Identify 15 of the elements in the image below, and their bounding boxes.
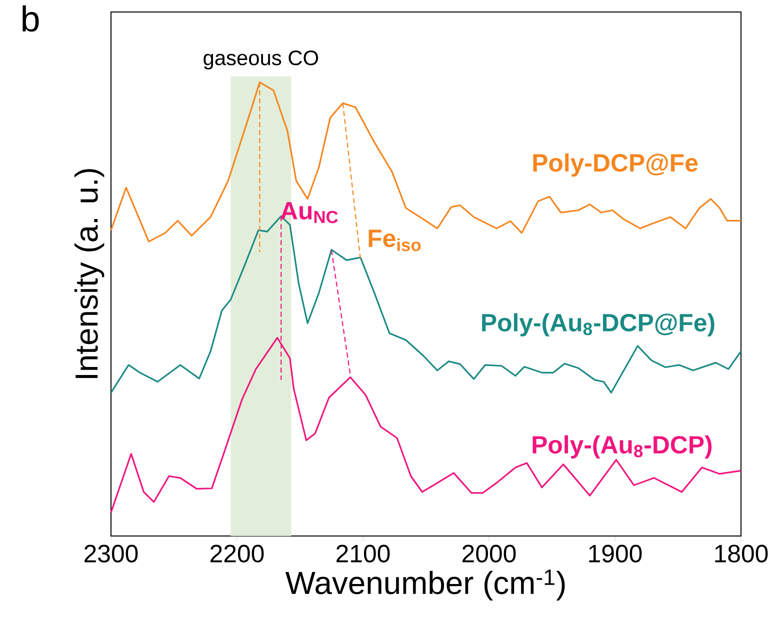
x-tick-label: 1800 bbox=[715, 544, 768, 562]
text: b bbox=[22, 5, 39, 32]
x-tick-label: 2200 bbox=[210, 544, 264, 562]
series-label: Poly-(Au$_{8}$-DCP) bbox=[532, 435, 712, 459]
x-tick-label: 2100 bbox=[336, 544, 390, 562]
x-tick-label: 2300 bbox=[84, 544, 138, 562]
x-tick-label: 2000 bbox=[462, 544, 516, 562]
series-label: Poly-DCP@Fe bbox=[533, 153, 698, 177]
band-label: gaseous CO bbox=[204, 50, 318, 70]
series-label: Poly-(Au$_{8}$-DCP@Fe) bbox=[482, 313, 714, 336]
x-tick-label: 1900 bbox=[589, 544, 642, 562]
y-axis-title: Intensity (a. u.) bbox=[74, 169, 104, 378]
annotation: Au$_{NC}$ bbox=[280, 202, 338, 224]
annotation: Fe$_{iso}$ bbox=[368, 230, 421, 252]
x-axis-title: Wavenumber (cm$^{-1}$) bbox=[285, 570, 565, 601]
